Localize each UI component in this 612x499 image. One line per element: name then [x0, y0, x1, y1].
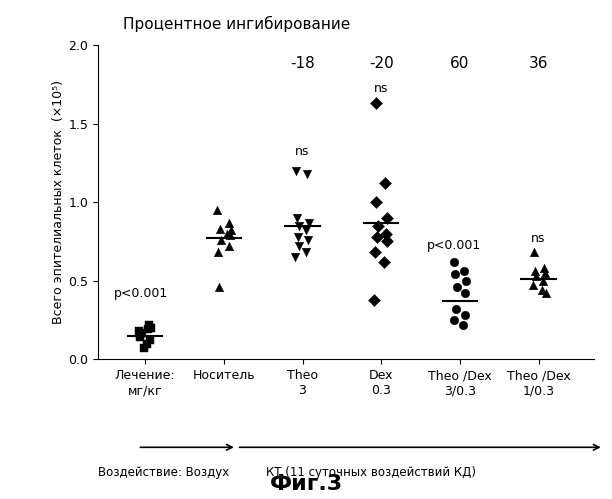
- Point: [292, 214, 302, 222]
- Point: [380, 179, 390, 187]
- Point: [145, 336, 155, 344]
- Point: [452, 283, 461, 291]
- Text: ns: ns: [531, 232, 546, 245]
- Point: [449, 316, 458, 324]
- Point: [371, 198, 381, 206]
- Point: [294, 222, 304, 230]
- Point: [215, 225, 225, 233]
- Point: [381, 230, 391, 238]
- Point: [540, 269, 550, 277]
- Point: [144, 321, 154, 329]
- Point: [459, 267, 469, 275]
- Text: ns: ns: [374, 82, 389, 95]
- Point: [214, 283, 224, 291]
- Text: p<0.001: p<0.001: [427, 240, 480, 252]
- Point: [300, 227, 310, 235]
- Text: p<0.001: p<0.001: [114, 286, 168, 299]
- Point: [382, 214, 392, 222]
- Point: [212, 249, 222, 256]
- Point: [372, 233, 382, 241]
- Point: [302, 249, 312, 256]
- Point: [369, 295, 379, 303]
- Point: [143, 325, 153, 333]
- Text: Процентное ингибирование: Процентное ингибирование: [123, 16, 350, 32]
- Point: [460, 311, 470, 319]
- Point: [370, 249, 380, 256]
- Point: [530, 267, 540, 275]
- Point: [135, 330, 144, 338]
- Text: -18: -18: [290, 56, 315, 71]
- Point: [461, 276, 471, 284]
- Point: [528, 281, 538, 289]
- Text: 60: 60: [450, 56, 469, 71]
- Text: -20: -20: [369, 56, 394, 71]
- Point: [222, 230, 232, 238]
- Point: [460, 289, 469, 297]
- Text: КТ (11 суточных воздействий КД): КТ (11 суточных воздействий КД): [266, 466, 476, 479]
- Point: [225, 231, 235, 239]
- Point: [291, 253, 300, 261]
- Text: ns: ns: [296, 145, 310, 158]
- Point: [379, 258, 389, 266]
- Point: [449, 258, 459, 266]
- Point: [226, 227, 236, 235]
- Point: [137, 328, 147, 336]
- Point: [302, 170, 312, 178]
- Point: [451, 305, 461, 313]
- Point: [293, 233, 303, 241]
- Point: [529, 249, 539, 256]
- Point: [541, 289, 551, 297]
- Point: [371, 99, 381, 107]
- Text: 36: 36: [529, 56, 548, 71]
- Text: Воздействие: Воздух: Воздействие: Воздух: [98, 466, 229, 479]
- Point: [217, 236, 226, 244]
- Point: [450, 270, 460, 278]
- Point: [537, 286, 547, 294]
- Point: [212, 206, 222, 214]
- Point: [294, 242, 304, 250]
- Point: [135, 333, 145, 341]
- Point: [304, 219, 314, 227]
- Point: [373, 222, 383, 230]
- Point: [382, 238, 392, 246]
- Y-axis label: Всего эпителиальных клеток  (×10⁵): Всего эпителиальных клеток (×10⁵): [53, 80, 65, 324]
- Point: [539, 276, 548, 284]
- Point: [291, 167, 301, 175]
- Point: [139, 344, 149, 352]
- Point: [303, 236, 313, 244]
- Text: Фиг.3: Фиг.3: [269, 474, 343, 494]
- Point: [143, 339, 152, 347]
- Point: [539, 264, 549, 272]
- Point: [458, 321, 468, 329]
- Point: [225, 219, 234, 227]
- Point: [223, 242, 233, 250]
- Point: [531, 272, 541, 280]
- Point: [146, 324, 156, 332]
- Point: [134, 327, 144, 335]
